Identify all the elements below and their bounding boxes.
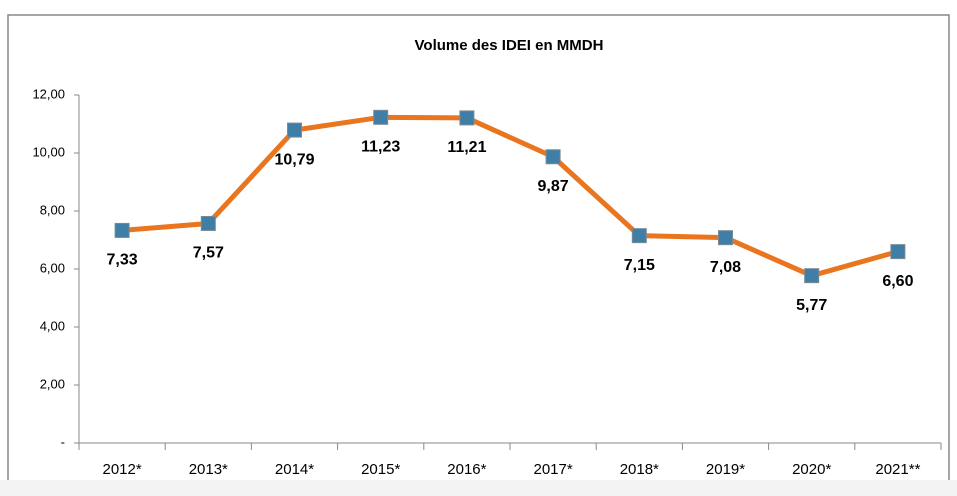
x-tick-label: 2018* xyxy=(620,461,659,478)
y-tick-label: 8,00 xyxy=(40,202,65,217)
x-tick-label: 2017* xyxy=(533,461,572,478)
y-tick-label: - xyxy=(61,434,65,449)
data-label: 7,33 xyxy=(107,252,138,269)
marker xyxy=(718,230,733,246)
data-label: 11,23 xyxy=(361,139,400,156)
x-tick-label: 2015* xyxy=(361,461,400,478)
data-label: 6,60 xyxy=(882,273,913,290)
x-tick-label: 2021** xyxy=(875,461,920,478)
y-tick-label: 6,00 xyxy=(40,260,65,275)
marker xyxy=(287,122,302,138)
x-tick-label: 2014* xyxy=(275,461,314,478)
data-label: 7,57 xyxy=(193,245,224,262)
x-tick-label: 2020* xyxy=(792,461,831,478)
x-tick-label: 2019* xyxy=(706,461,745,478)
marker xyxy=(890,244,906,260)
bottom-panel xyxy=(0,480,957,496)
marker xyxy=(459,110,475,126)
data-label: 9,87 xyxy=(538,178,569,195)
chart-frame xyxy=(7,14,950,496)
marker xyxy=(804,268,820,284)
marker xyxy=(114,222,130,238)
x-tick-label: 2016* xyxy=(447,461,486,478)
chart-title: Volume des IDEI en MMDH xyxy=(415,37,604,54)
line xyxy=(121,114,899,279)
marker xyxy=(373,109,389,125)
y-tick-label: 10,00 xyxy=(32,144,65,159)
data-label: 5,77 xyxy=(796,297,827,314)
x-tick-label: 2013* xyxy=(189,461,228,478)
marker xyxy=(200,215,216,231)
marker xyxy=(631,228,647,244)
y-tick-label: 4,00 xyxy=(40,318,65,333)
data-label: 7,15 xyxy=(624,257,655,274)
y-tick-label: 2,00 xyxy=(40,376,65,391)
x-tick-label: 2012* xyxy=(102,461,141,478)
y-tick-label: 12,00 xyxy=(32,86,65,101)
data-label: 11,21 xyxy=(447,139,486,156)
marker xyxy=(545,149,561,165)
data-label: 10,79 xyxy=(274,151,314,168)
data-label: 7,08 xyxy=(710,259,741,276)
